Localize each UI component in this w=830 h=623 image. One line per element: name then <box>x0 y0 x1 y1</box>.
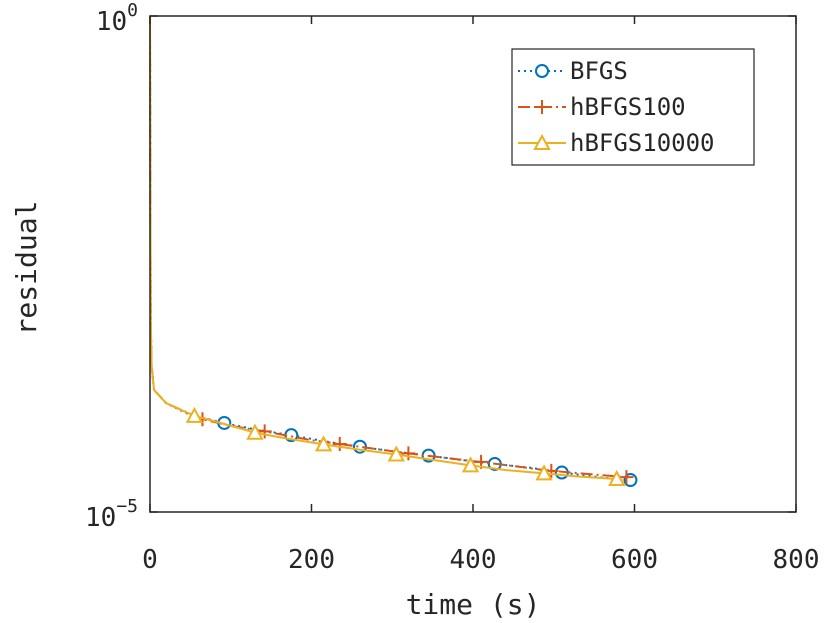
data-point-hBFGS100 <box>401 446 416 461</box>
y-tick-exponent: −5 <box>116 496 138 517</box>
data-point-hBFGS100 <box>619 470 634 485</box>
legend-box <box>511 48 755 166</box>
data-point-hBFGS10000 <box>608 469 626 487</box>
data-point-hBFGS10000 <box>185 406 204 423</box>
y-tick-label: 100 <box>96 0 138 37</box>
data-point-hBFGS10000 <box>246 423 264 440</box>
legend-label: hBFGS100 <box>570 93 686 121</box>
y-tick-label: 10−5 <box>85 496 138 533</box>
legend-label: hBFGS10000 <box>570 129 715 157</box>
series-line-hBFGS100 <box>149 15 627 479</box>
x-axis-label: time (s) <box>406 588 541 621</box>
data-point-hBFGS100 <box>257 424 272 439</box>
legend-marker-hBFGS10000 <box>533 133 551 150</box>
plot-series <box>149 15 638 488</box>
data-point-hBFGS10000 <box>387 445 405 462</box>
data-point-hBFGS100 <box>332 436 347 451</box>
legend-marker-BFGS <box>535 64 549 78</box>
y-tick-exponent: 0 <box>127 0 138 21</box>
y-tick-base: 10 <box>96 7 127 37</box>
legend-label: BFGS <box>570 57 628 85</box>
x-tick-label: 0 <box>142 545 158 575</box>
data-point-hBFGS10000 <box>461 456 480 473</box>
data-point-hBFGS10000 <box>314 435 333 452</box>
legend-marker-hBFGS100 <box>535 100 549 114</box>
legend: BFGS hBFGS100 hBFGS10000 <box>511 48 755 166</box>
x-tick-label: 600 <box>611 545 658 575</box>
series-line-hBFGS10000 <box>149 15 623 481</box>
y-axis-label: residual <box>10 201 43 336</box>
x-tick-label: 200 <box>288 545 335 575</box>
y-tick-base: 10 <box>85 503 116 533</box>
x-tick-label: 400 <box>450 545 497 575</box>
x-tick-label: 800 <box>773 545 820 575</box>
data-point-hBFGS10000 <box>535 464 553 481</box>
